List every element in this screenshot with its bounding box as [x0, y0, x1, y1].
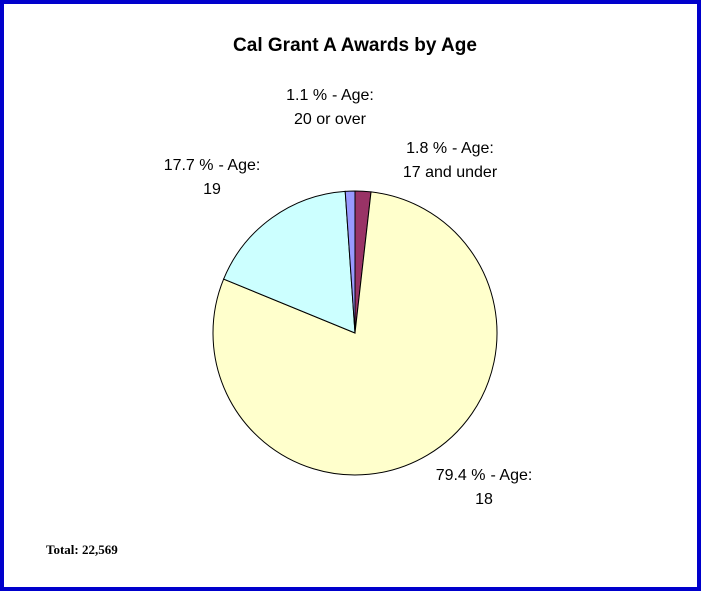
category-label: 19: [203, 181, 221, 198]
value-label: 1.1 %: [286, 87, 327, 104]
data-label: 17.7 % - Age:: [164, 157, 261, 174]
label-text: - Age:: [491, 467, 533, 484]
pie-slice: [222, 190, 356, 334]
value-label: 79.4 %: [436, 467, 486, 484]
data-label: 1.8 % - Age:: [406, 140, 494, 157]
chart-title: Cal Grant A Awards by Age: [233, 35, 477, 56]
category-label: 18: [475, 491, 493, 508]
pie-slice: [344, 190, 356, 334]
data-label: 79.4 % - Age:: [436, 467, 533, 484]
value-label: 17.7 %: [164, 157, 214, 174]
label-text: - Age:: [332, 87, 374, 104]
footnote: Total: 22,569: [46, 542, 118, 557]
category-label: 17 and under: [403, 164, 498, 181]
label-text: - Age:: [219, 157, 261, 174]
value-label: 1.8 %: [406, 140, 447, 157]
category-label: 20 or over: [294, 111, 367, 128]
data-label: 1.1 % - Age:: [286, 87, 374, 104]
label-text: - Age:: [452, 140, 494, 157]
